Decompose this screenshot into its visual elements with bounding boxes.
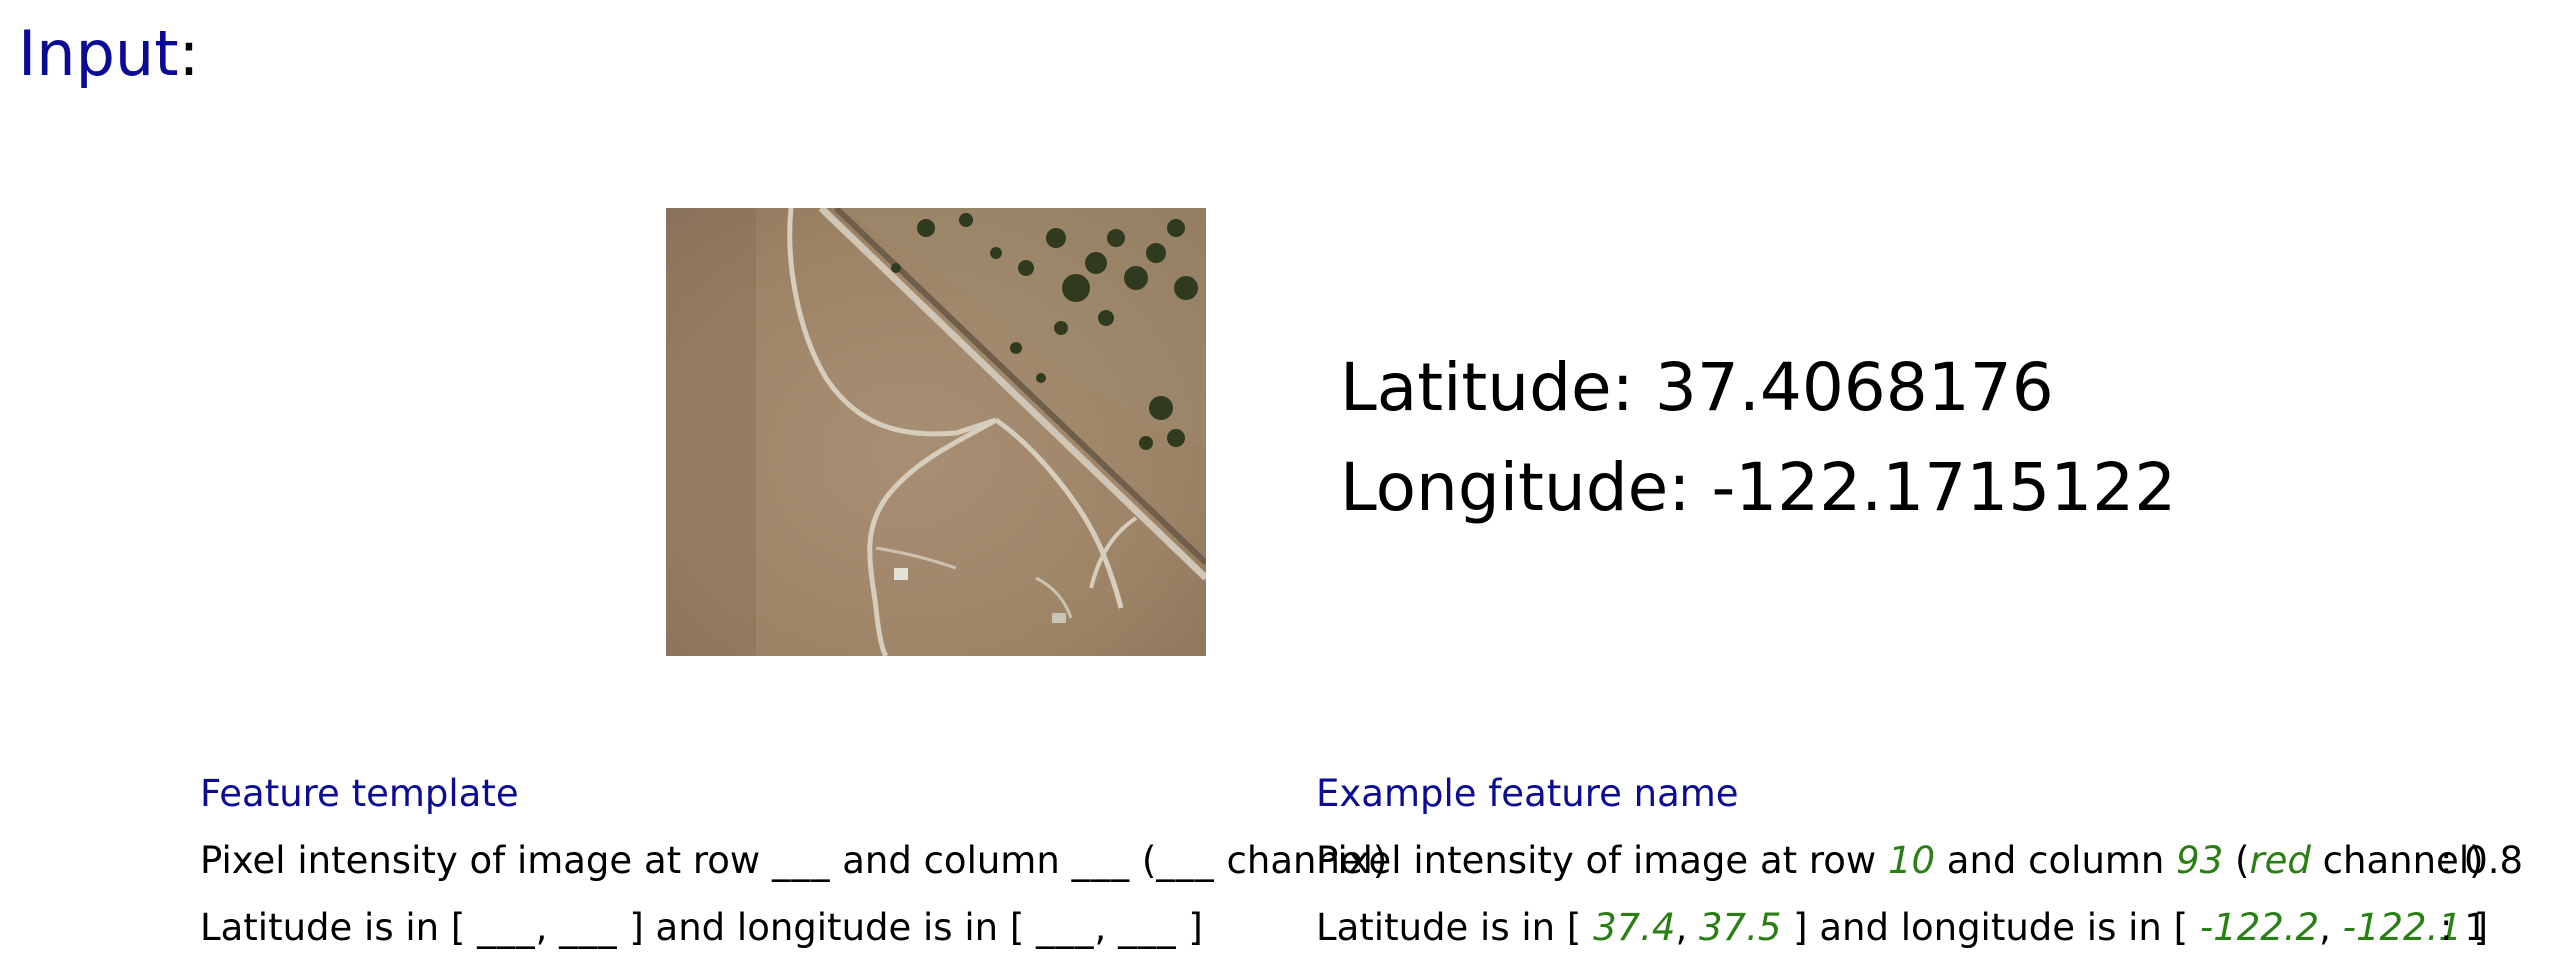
feature-template-column: Feature template Pixel intensity of imag… bbox=[200, 760, 1387, 961]
template-text: ( bbox=[1130, 839, 1157, 882]
template-row-pixel: Pixel intensity of image at row ___ and … bbox=[200, 827, 1387, 894]
example-text: ] and longitude is in [ bbox=[1781, 906, 2200, 949]
template-row-latlon: Latitude is in [ ___, ___ ] and longitud… bbox=[200, 894, 1387, 961]
latitude-line: Latitude: 37.4068176 bbox=[1340, 338, 2176, 438]
example-text: and column bbox=[1935, 839, 2177, 882]
coordinates-block: Latitude: 37.4068176 Longitude: -122.171… bbox=[1340, 338, 2176, 538]
template-text: and column bbox=[830, 839, 1072, 882]
template-blank: ___ bbox=[771, 839, 831, 882]
satellite-image bbox=[666, 208, 1206, 656]
example-row-value: 10 bbox=[1887, 839, 1936, 882]
feature-value-latlon: : 1 bbox=[2440, 906, 2488, 949]
title-colon: : bbox=[178, 17, 200, 90]
example-text: , bbox=[2319, 906, 2343, 949]
template-text: ] bbox=[1176, 906, 1203, 949]
example-text: ] bbox=[2461, 906, 2489, 949]
template-blank: ___ bbox=[1036, 906, 1095, 949]
latitude-value: 37.4068176 bbox=[1654, 349, 2054, 426]
template-blank: ___ bbox=[477, 906, 536, 949]
example-feature-column: Example feature name Pixel intensity of … bbox=[1316, 760, 2488, 961]
template-blank: ___ bbox=[1071, 839, 1131, 882]
template-text: Pixel intensity of image at row bbox=[200, 839, 772, 882]
longitude-line: Longitude: -122.1715122 bbox=[1340, 438, 2176, 538]
example-lon-low: -122.2 bbox=[2199, 906, 2320, 949]
template-text: , bbox=[535, 906, 560, 949]
feature-template-header: Feature template bbox=[200, 772, 519, 815]
example-row-latlon: Latitude is in [ 37.4, 37.5 ] and longit… bbox=[1316, 894, 2488, 961]
example-column-value: 93 bbox=[2176, 839, 2224, 882]
example-text: Pixel intensity of image at row bbox=[1316, 839, 1888, 882]
example-row-pixel: Pixel intensity of image at row 10 and c… bbox=[1316, 827, 2488, 894]
latitude-label: Latitude: bbox=[1340, 349, 1634, 426]
example-text: , bbox=[1675, 906, 1699, 949]
example-lon-high: -122.1 bbox=[2342, 906, 2462, 949]
template-blank: ___ bbox=[559, 906, 618, 949]
title-word: Input bbox=[18, 17, 179, 90]
template-text: , bbox=[1094, 906, 1119, 949]
example-feature-header: Example feature name bbox=[1316, 772, 1739, 815]
example-text: Latitude is in [ bbox=[1316, 906, 1594, 949]
template-text: channel) bbox=[1214, 839, 1388, 882]
template-blank: ___ bbox=[1118, 906, 1177, 949]
template-text: ] and longitude is in [ bbox=[617, 906, 1037, 949]
template-blank: ___ bbox=[1156, 839, 1215, 882]
example-channel-value: red bbox=[2249, 839, 2311, 882]
example-lat-low: 37.4 bbox=[1593, 906, 1676, 949]
longitude-value: -122.1715122 bbox=[1711, 449, 2177, 526]
example-text: ( bbox=[2223, 839, 2250, 882]
slide-title: Input: bbox=[18, 14, 199, 94]
template-text: Latitude is in [ bbox=[200, 906, 478, 949]
longitude-label: Longitude: bbox=[1340, 449, 1691, 526]
feature-value-pixel: : 0.8 bbox=[2440, 839, 2524, 882]
example-lat-high: 37.5 bbox=[1698, 906, 1782, 949]
example-text: channel) bbox=[2310, 839, 2484, 882]
